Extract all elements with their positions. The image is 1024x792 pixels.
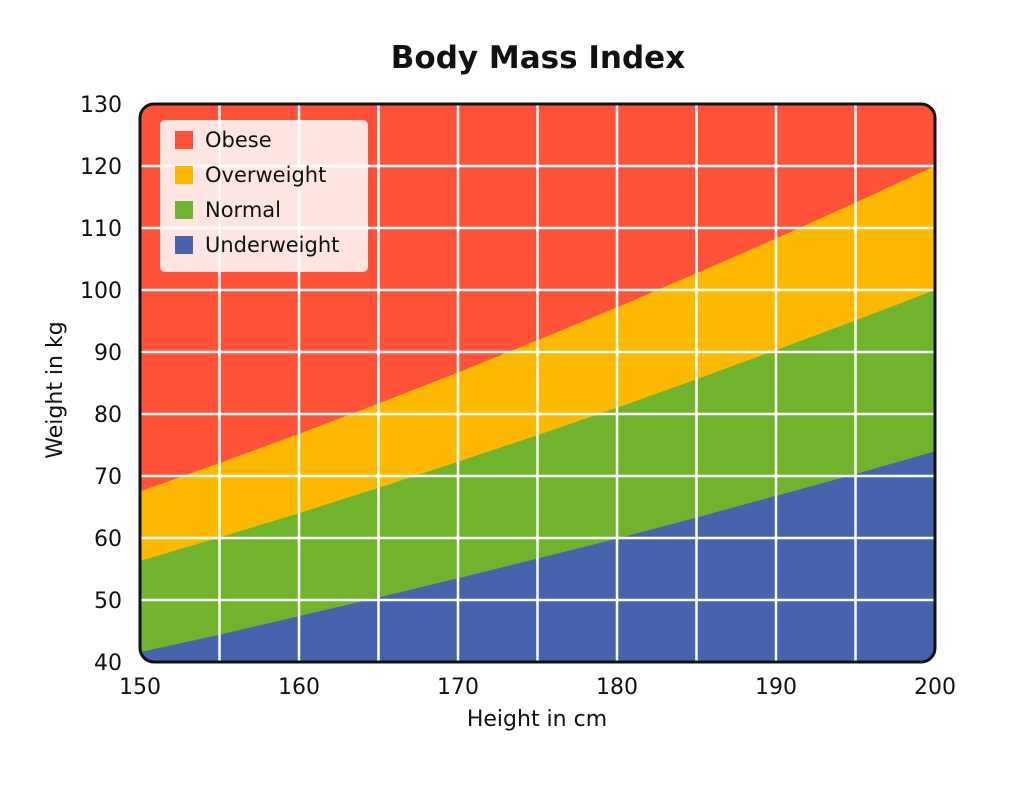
x-tick-label: 160 [278, 675, 320, 700]
legend: Obese Overweight Normal Underweight [160, 120, 368, 272]
x-tick-label: 190 [755, 675, 797, 700]
y-tick-label: 40 [94, 651, 122, 676]
legend-swatch [175, 236, 193, 254]
legend-swatch [175, 131, 193, 149]
y-tick-label: 80 [94, 403, 122, 428]
y-tick-label: 60 [94, 527, 122, 552]
legend-item-obese: Obese [175, 128, 272, 152]
y-tick-label: 130 [80, 93, 122, 118]
legend-item-underweight: Underweight [175, 233, 339, 257]
x-tick-label: 170 [437, 675, 479, 700]
y-tick-label: 90 [94, 341, 122, 366]
x-tick-label: 200 [914, 675, 956, 700]
band-underweight [140, 451, 935, 662]
plot-border [138, 102, 937, 664]
legend-swatch [175, 201, 193, 219]
legend-item-normal: Normal [175, 198, 281, 222]
y-axis-label: Weight in kg [43, 321, 68, 458]
y-tick-label: 110 [80, 217, 122, 242]
y-tick-label: 120 [80, 155, 122, 180]
legend-label: Obese [205, 128, 272, 152]
legend-swatch [175, 166, 193, 184]
x-axis-label: Height in cm [467, 707, 607, 732]
legend-label: Underweight [205, 233, 340, 257]
legend-label: Normal [205, 198, 281, 222]
x-tick-label: 180 [596, 675, 638, 700]
legend-label: Overweight [205, 163, 327, 187]
y-tick-label: 50 [94, 589, 122, 614]
y-tick-label: 70 [94, 465, 122, 490]
chart-title: Body Mass Index [390, 40, 686, 76]
y-tick-label: 100 [80, 279, 122, 304]
legend-item-overweight: Overweight [175, 163, 326, 187]
x-tick-label: 150 [119, 675, 161, 700]
